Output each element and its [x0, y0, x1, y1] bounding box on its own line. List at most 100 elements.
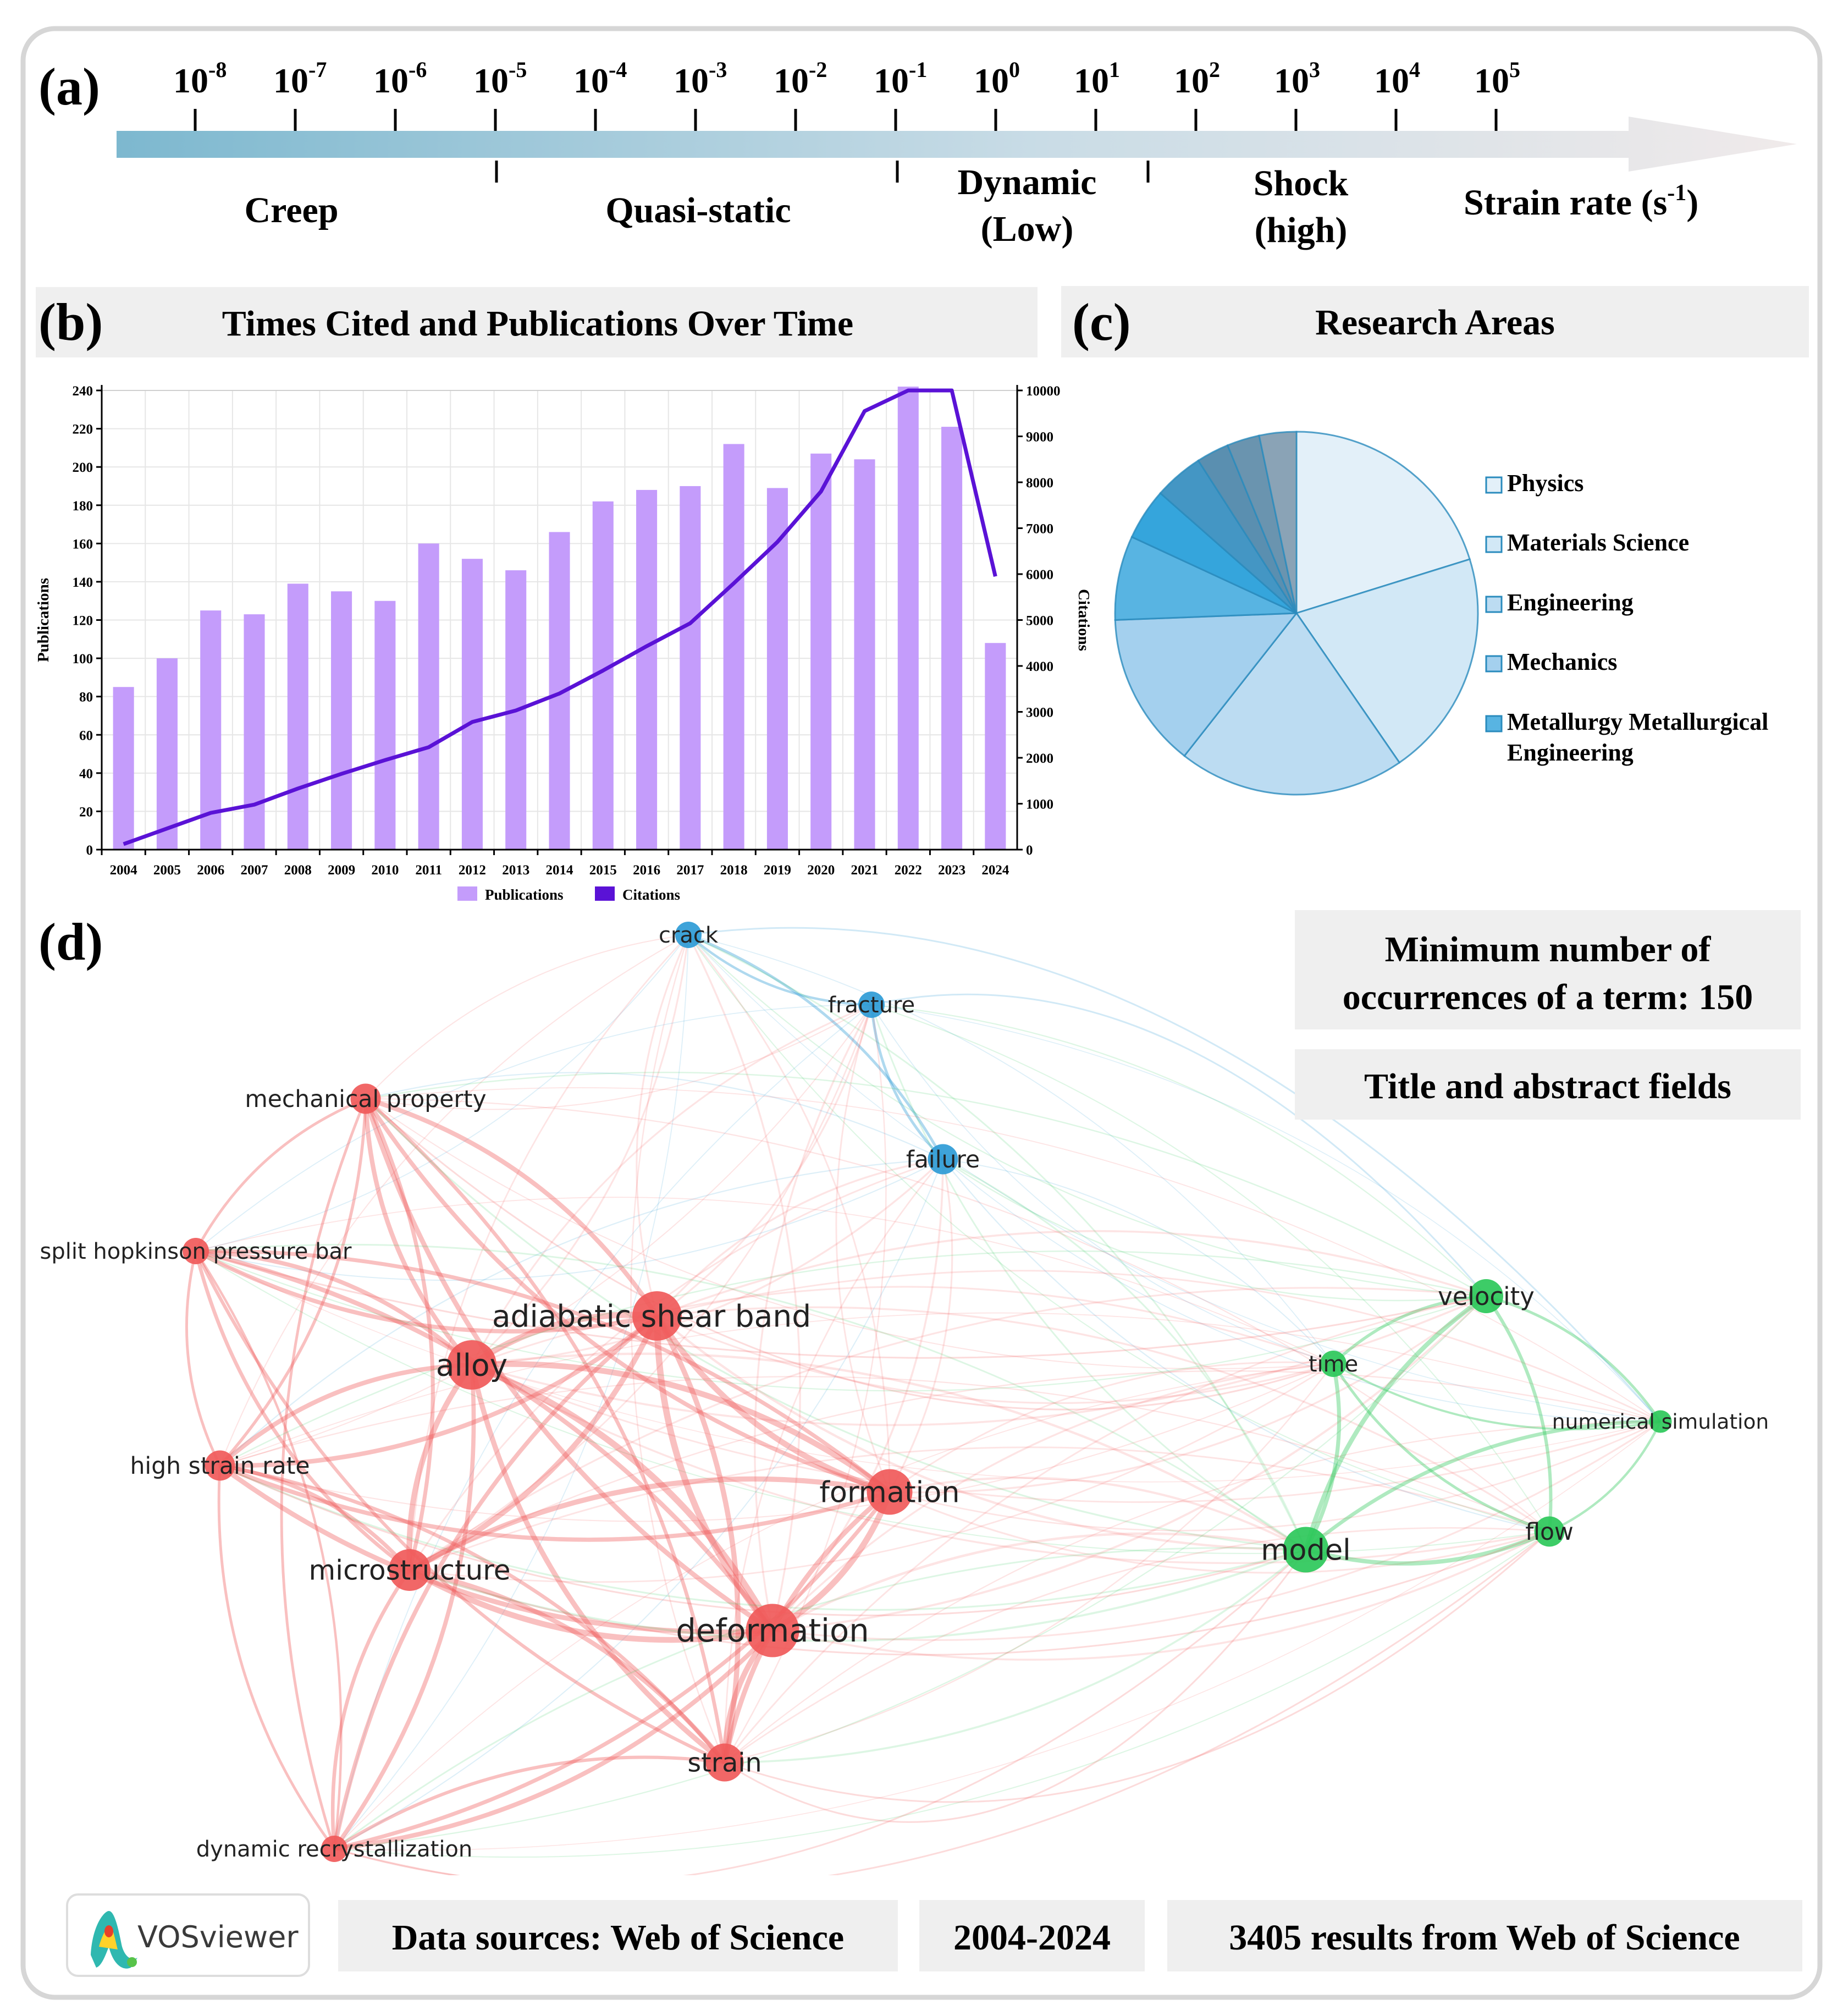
network-edge	[363, 1098, 774, 1633]
network-node-deformation[interactable]	[746, 1604, 799, 1657]
pie-legend-swatch	[1485, 596, 1503, 613]
regime-shock-high: (high)	[1255, 210, 1348, 250]
network-edge	[688, 934, 1550, 1532]
network-edge	[1305, 1529, 1550, 1566]
network-edge	[195, 1250, 1487, 1359]
pie-legend-swatch	[1485, 476, 1503, 494]
network-edge	[219, 1463, 726, 1764]
network-node-label: crack	[659, 923, 719, 948]
strain-rate-tick-label: 10-4	[573, 57, 627, 100]
strain-rate-tick-label: 10-8	[173, 57, 227, 100]
network-edge	[365, 1004, 872, 1110]
strain-rate-tick-label: 102	[1174, 57, 1220, 100]
network-node-time[interactable]	[1320, 1351, 1347, 1377]
panel-label-a: (a)	[38, 57, 100, 116]
network-node-fracture[interactable]	[858, 992, 885, 1018]
network-edge	[218, 1362, 472, 1468]
network-edge	[724, 1549, 1307, 1823]
network-edge	[332, 1314, 659, 1849]
x-tick-label: 2018	[720, 863, 748, 878]
network-edge	[334, 1531, 1550, 1858]
network-edge	[889, 1420, 1661, 1532]
network-edge	[409, 1530, 1550, 1656]
panel-b-title: Times Cited and Publications Over Time	[222, 304, 853, 344]
network-node-asb[interactable]	[632, 1291, 682, 1341]
pie-legend-label: Metallurgy Metallurgical	[1507, 708, 1768, 735]
min-occurrence-line1: Minimum number of	[1385, 929, 1712, 970]
network-edge	[656, 1230, 1487, 1317]
network-edge	[195, 934, 689, 1252]
strain-rate-tick-label: 100	[974, 57, 1020, 100]
network-edge	[688, 934, 1661, 1422]
network-edge	[219, 1314, 659, 1468]
network-node-formation[interactable]	[867, 1469, 913, 1515]
y2-axis-title: Citations	[1075, 589, 1092, 651]
network-edge	[688, 934, 1307, 1550]
network-edge	[365, 1087, 1661, 1422]
network-edge	[654, 1314, 741, 1763]
network-edge	[334, 1159, 943, 1849]
network-node-strain[interactable]	[705, 1743, 744, 1782]
network-edge	[889, 1491, 1550, 1574]
network-edge	[334, 1296, 1487, 1850]
network-node-mechanical-property[interactable]	[350, 1083, 381, 1114]
research-areas-pie	[1114, 431, 1479, 796]
network-node-numerical-simulation[interactable]	[1649, 1410, 1672, 1433]
network-edge	[630, 934, 726, 1763]
pie-legend-swatch	[1485, 715, 1503, 732]
network-node-flow[interactable]	[1534, 1516, 1565, 1547]
network-edge	[334, 1363, 1334, 1849]
y-tick-label: 80	[79, 690, 93, 705]
network-edge	[471, 1364, 1550, 1565]
network-edge	[330, 1569, 411, 1849]
network-node-label: fracture	[828, 993, 915, 1018]
network-node-dynamic-recrystallization[interactable]	[321, 1836, 347, 1862]
strain-rate-arrow	[117, 117, 1797, 172]
network-node-velocity[interactable]	[1469, 1279, 1503, 1313]
publication-bar	[941, 427, 963, 850]
publication-bar	[113, 687, 134, 850]
network-edge	[471, 1364, 1661, 1503]
y2-tick-label: 5000	[1026, 614, 1053, 629]
network-node-high-strain-rate[interactable]	[205, 1450, 235, 1481]
network-edge	[195, 1250, 343, 1849]
x-tick-label: 2013	[502, 863, 529, 878]
network-edge	[1304, 1419, 1661, 1551]
vosviewer-logo-text: VOSviewer	[137, 1920, 299, 1954]
x-tick-label: 2004	[110, 863, 138, 878]
network-edge	[772, 1530, 1550, 1661]
network-edge	[688, 927, 1662, 1422]
network-edge	[1549, 1421, 1662, 1533]
network-edge	[409, 1370, 1661, 1571]
strain-rate-tick-label: 10-5	[473, 57, 527, 100]
vosviewer-logo-icon	[91, 1911, 137, 1969]
network-edge	[409, 1004, 873, 1571]
publication-bar	[156, 658, 178, 850]
network-edge	[656, 1315, 1306, 1551]
network-node-crack[interactable]	[675, 922, 702, 948]
x-tick-label: 2011	[415, 863, 442, 878]
publication-bar	[854, 459, 875, 850]
network-edge	[656, 1004, 873, 1317]
publication-bar	[810, 453, 832, 850]
network-edge	[406, 1363, 474, 1571]
network-edge	[656, 1270, 1661, 1423]
network-edge	[334, 1547, 1306, 1850]
network-edge	[365, 1097, 659, 1318]
network-node-alloy[interactable]	[447, 1340, 496, 1390]
network-node-shpb[interactable]	[183, 1238, 209, 1264]
y-tick-label: 60	[79, 728, 93, 743]
network-edge	[471, 1286, 1334, 1366]
network-node-label: dynamic recrystallization	[196, 1837, 473, 1862]
research-areas-panel: (c) Research Areas Physics Materials Scie…	[1061, 286, 1809, 796]
network-edge	[219, 1004, 872, 1466]
network-edge	[333, 1755, 725, 1850]
network-node-microstructure[interactable]	[389, 1549, 431, 1591]
strain-rate-ticks	[194, 109, 1498, 131]
network-edge	[365, 1098, 1306, 1551]
network-edge	[687, 934, 801, 1631]
network-node-model[interactable]	[1283, 1527, 1329, 1573]
network-node-failure[interactable]	[928, 1144, 958, 1175]
x-tick-label: 2007	[241, 863, 268, 878]
network-edge	[219, 1363, 1334, 1522]
